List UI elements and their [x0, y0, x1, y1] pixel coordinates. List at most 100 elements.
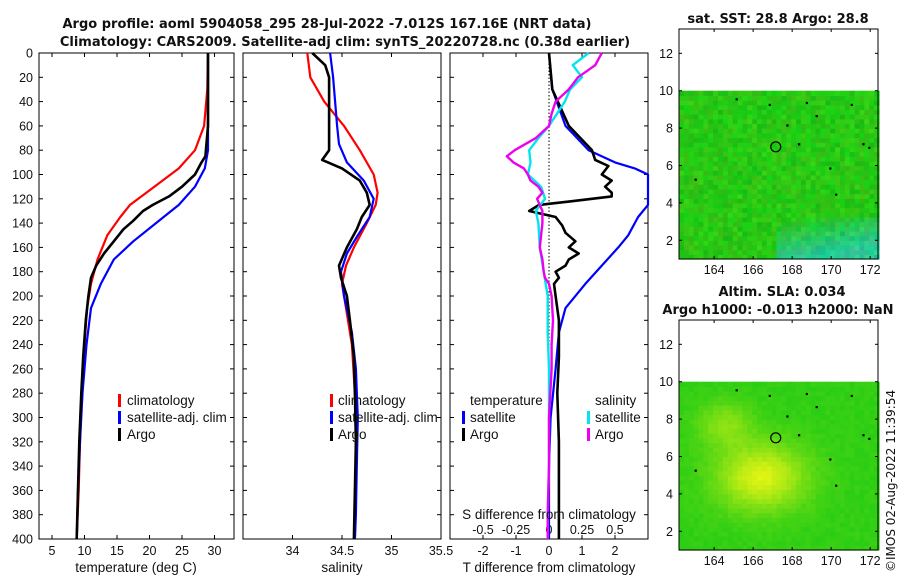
map-cell — [761, 489, 768, 495]
map-cell — [844, 109, 851, 115]
map-cell — [693, 545, 700, 551]
map-cell — [757, 235, 763, 241]
map-cell — [800, 156, 807, 162]
island — [829, 167, 832, 170]
map-cell — [761, 503, 768, 509]
island — [850, 103, 853, 106]
map-cell — [800, 522, 807, 528]
map-cell — [820, 174, 826, 181]
map-cell — [718, 484, 724, 490]
map-cell — [786, 151, 792, 157]
map-cell — [771, 451, 778, 458]
map-cell — [805, 207, 812, 213]
map-cell — [844, 128, 851, 134]
map-cell — [718, 428, 724, 434]
map-cell — [874, 437, 880, 444]
map-cell — [727, 245, 734, 251]
map-cell — [771, 503, 778, 509]
map-cell — [849, 470, 856, 476]
map-cell — [781, 475, 787, 481]
map-cell — [815, 221, 822, 227]
map-cell — [796, 442, 802, 448]
map-cell — [796, 104, 802, 110]
map-cell — [737, 160, 743, 167]
map-cell — [737, 198, 743, 204]
map-cell — [796, 100, 802, 106]
map-cell — [718, 493, 724, 500]
map-cell — [757, 179, 763, 185]
map-cell — [757, 249, 763, 255]
map-cell — [713, 479, 719, 486]
map-cell — [810, 456, 817, 462]
map-cell — [820, 419, 826, 425]
map-cell — [737, 104, 743, 110]
map-cell — [869, 461, 875, 467]
map-cell — [849, 395, 856, 401]
island — [798, 143, 801, 146]
map-cell — [776, 193, 782, 199]
map-cell — [864, 395, 870, 401]
island — [798, 434, 801, 437]
map-cell — [805, 451, 812, 458]
map-cell — [844, 522, 851, 528]
map-cell — [825, 493, 831, 500]
map-cell — [737, 202, 743, 209]
map-cell — [849, 386, 856, 392]
map-cell — [835, 489, 841, 495]
map-cell — [800, 100, 807, 106]
map-cell — [737, 391, 743, 397]
map-cell — [683, 142, 690, 148]
map-cell — [849, 207, 856, 213]
map-cell — [742, 114, 748, 120]
map-cell — [747, 522, 753, 528]
map-cell — [815, 240, 822, 246]
sal-satellite-line — [329, 52, 375, 540]
map-cell — [810, 484, 817, 490]
map-cell — [849, 90, 856, 96]
map-cell — [771, 231, 778, 237]
map-cell — [757, 540, 763, 546]
map-cell — [732, 419, 739, 425]
map-cell — [708, 254, 714, 260]
map-cell — [713, 498, 719, 504]
map-cell — [679, 479, 685, 486]
title-line-2: Climatology: CARS2009. Satellite-adj cli… — [60, 35, 630, 50]
map-cell — [844, 202, 851, 209]
map-cell — [835, 118, 841, 125]
map-cell — [698, 174, 704, 181]
map-cell — [683, 198, 690, 204]
map-cell — [679, 493, 685, 500]
map-cell — [800, 235, 807, 241]
map-cell — [840, 423, 846, 430]
map-cell — [761, 249, 768, 255]
map-cell — [805, 433, 812, 439]
map-cell — [869, 433, 875, 439]
map-cell — [781, 465, 787, 472]
map-cell — [820, 202, 826, 209]
map-cell — [859, 207, 865, 213]
map-cell — [874, 456, 880, 462]
map-cell — [683, 442, 690, 448]
map-cell — [786, 503, 792, 509]
map-cell — [776, 517, 782, 523]
map-cell — [874, 489, 880, 495]
map-cell — [830, 95, 836, 101]
map-cell — [718, 109, 724, 115]
map-cell — [840, 123, 846, 129]
map-cell — [761, 498, 768, 504]
island — [815, 115, 818, 118]
map-cell — [722, 461, 729, 467]
map-cell — [800, 146, 807, 153]
map-cell — [732, 235, 739, 241]
map-cell — [874, 151, 880, 157]
map-cell — [854, 179, 861, 185]
map-cell — [757, 447, 763, 453]
map-cell — [693, 109, 700, 115]
map-cell — [742, 517, 748, 523]
map-cell — [752, 231, 758, 237]
map-cell — [761, 484, 768, 490]
map-cell — [825, 249, 831, 255]
map-cell — [708, 479, 714, 486]
map-cell — [703, 249, 709, 255]
map-cell — [713, 198, 719, 204]
